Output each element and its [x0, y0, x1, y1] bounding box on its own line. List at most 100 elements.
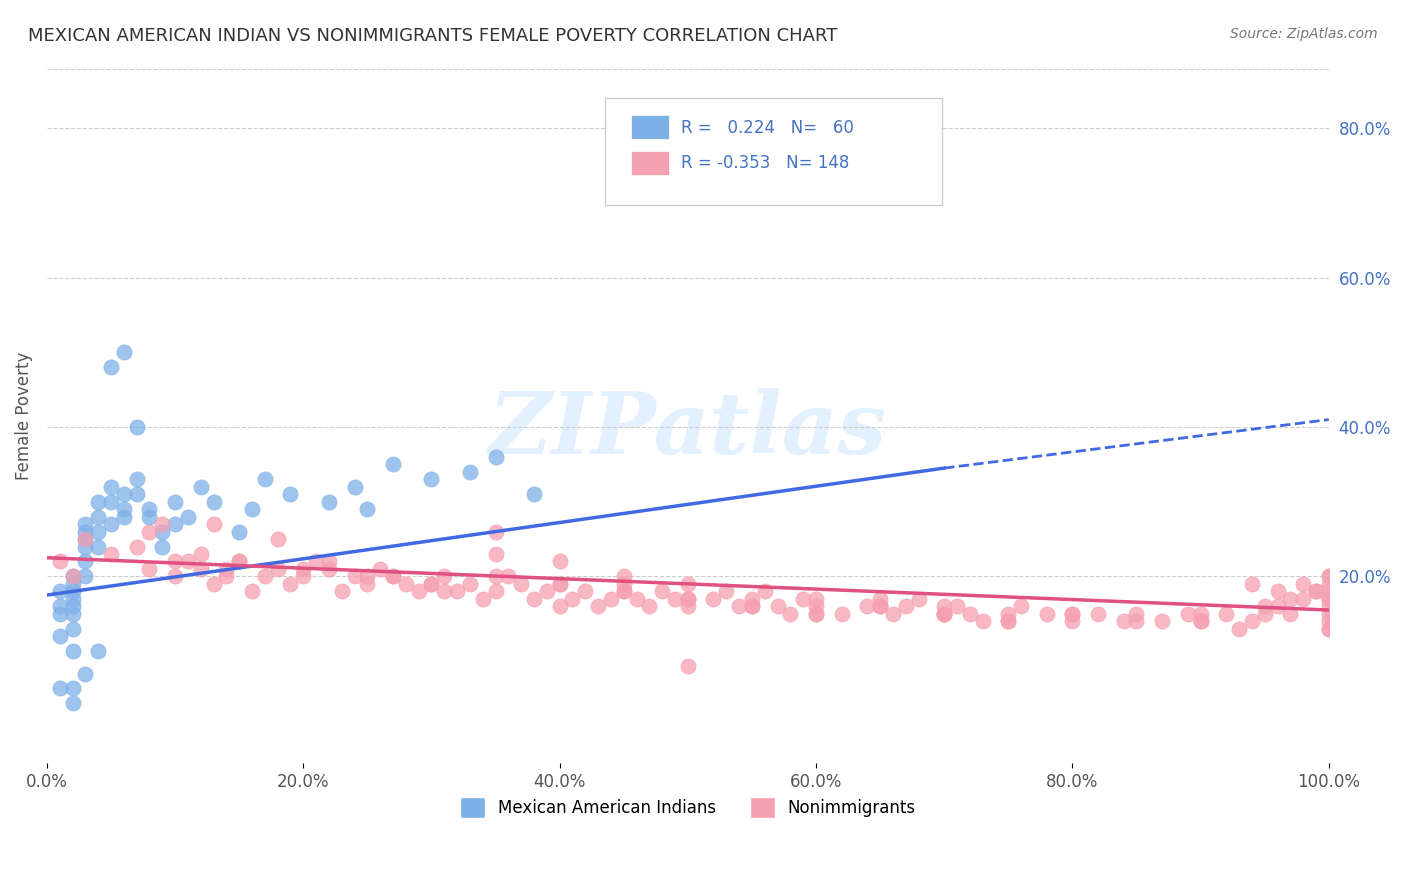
- Point: [1062, 607, 1084, 621]
- Point: [165, 554, 187, 568]
- Point: [934, 607, 956, 621]
- Point: [458, 577, 481, 591]
- Point: [75, 532, 97, 546]
- Point: [215, 562, 238, 576]
- Point: [498, 569, 520, 583]
- Point: [664, 591, 686, 606]
- Point: [266, 532, 288, 546]
- Point: [997, 614, 1019, 628]
- Point: [831, 607, 853, 621]
- Point: [523, 487, 546, 501]
- Point: [62, 569, 84, 583]
- Point: [804, 591, 827, 606]
- Point: [600, 591, 623, 606]
- Point: [1062, 614, 1084, 628]
- Point: [574, 584, 596, 599]
- Point: [202, 517, 225, 532]
- Point: [548, 599, 571, 614]
- Point: [1317, 622, 1340, 636]
- Legend: Mexican American Indians, Nonimmigrants: Mexican American Indians, Nonimmigrants: [453, 790, 922, 824]
- Point: [112, 509, 135, 524]
- Point: [240, 584, 263, 599]
- Point: [676, 599, 699, 614]
- Point: [356, 502, 378, 516]
- Point: [190, 562, 212, 576]
- Point: [676, 577, 699, 591]
- Point: [894, 599, 917, 614]
- Point: [292, 562, 315, 576]
- Point: [190, 480, 212, 494]
- Point: [343, 569, 366, 583]
- Point: [1215, 607, 1237, 621]
- Point: [112, 487, 135, 501]
- Point: [792, 591, 814, 606]
- Point: [420, 577, 443, 591]
- Point: [433, 569, 456, 583]
- Point: [638, 599, 661, 614]
- Point: [228, 554, 250, 568]
- Point: [1240, 577, 1263, 591]
- Point: [62, 577, 84, 591]
- Point: [613, 577, 636, 591]
- Point: [613, 569, 636, 583]
- Point: [87, 509, 110, 524]
- Point: [395, 577, 418, 591]
- Point: [112, 345, 135, 359]
- Point: [484, 547, 506, 561]
- Point: [150, 524, 173, 539]
- Point: [138, 562, 160, 576]
- Point: [1317, 577, 1340, 591]
- Point: [856, 599, 879, 614]
- Point: [150, 517, 173, 532]
- Point: [177, 509, 200, 524]
- Point: [433, 584, 456, 599]
- Point: [292, 569, 315, 583]
- Point: [1317, 607, 1340, 621]
- Point: [1317, 622, 1340, 636]
- Point: [75, 517, 97, 532]
- Point: [548, 577, 571, 591]
- Point: [1112, 614, 1135, 628]
- Point: [420, 472, 443, 486]
- Point: [318, 554, 340, 568]
- Point: [741, 591, 763, 606]
- Point: [882, 607, 904, 621]
- Point: [536, 584, 558, 599]
- Point: [240, 502, 263, 516]
- Point: [484, 450, 506, 464]
- Point: [1305, 584, 1327, 599]
- Point: [946, 599, 969, 614]
- Point: [997, 607, 1019, 621]
- Point: [318, 562, 340, 576]
- Point: [1152, 614, 1174, 628]
- Point: [87, 540, 110, 554]
- Point: [1010, 599, 1032, 614]
- Point: [62, 697, 84, 711]
- Point: [62, 681, 84, 696]
- Point: [1125, 614, 1147, 628]
- Point: [676, 659, 699, 673]
- Point: [1317, 569, 1340, 583]
- Point: [202, 577, 225, 591]
- Point: [934, 607, 956, 621]
- Point: [1062, 607, 1084, 621]
- Point: [651, 584, 673, 599]
- Point: [1125, 607, 1147, 621]
- Point: [1253, 599, 1275, 614]
- Point: [202, 494, 225, 508]
- Point: [62, 599, 84, 614]
- Point: [165, 494, 187, 508]
- Point: [382, 458, 405, 472]
- Point: [62, 591, 84, 606]
- Point: [934, 599, 956, 614]
- Point: [330, 584, 353, 599]
- Point: [87, 494, 110, 508]
- Point: [138, 509, 160, 524]
- Point: [75, 532, 97, 546]
- Point: [779, 607, 801, 621]
- Point: [305, 554, 328, 568]
- Point: [1240, 614, 1263, 628]
- Point: [75, 540, 97, 554]
- Point: [62, 644, 84, 658]
- Point: [87, 644, 110, 658]
